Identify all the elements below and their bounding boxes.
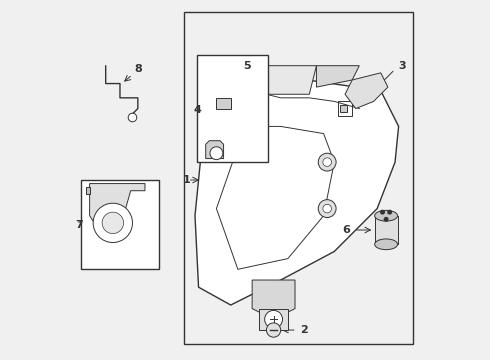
Polygon shape — [206, 141, 223, 158]
Polygon shape — [345, 73, 388, 109]
Bar — [197, 55, 268, 162]
Ellipse shape — [267, 323, 281, 337]
Polygon shape — [217, 126, 334, 269]
Polygon shape — [252, 280, 295, 319]
Polygon shape — [317, 66, 359, 87]
Circle shape — [384, 217, 388, 221]
Text: 2: 2 — [300, 325, 308, 335]
Bar — [81, 180, 159, 269]
Text: 3: 3 — [398, 61, 406, 71]
Circle shape — [318, 200, 336, 217]
Circle shape — [323, 204, 331, 213]
Polygon shape — [86, 187, 90, 194]
Circle shape — [93, 203, 132, 243]
Circle shape — [102, 212, 123, 234]
Bar — [338, 102, 352, 116]
Text: 7: 7 — [75, 220, 83, 230]
Bar — [375, 216, 397, 244]
Text: 6: 6 — [343, 225, 350, 235]
Text: 5: 5 — [243, 61, 251, 71]
Text: 1: 1 — [182, 175, 190, 185]
Circle shape — [323, 158, 331, 166]
Polygon shape — [217, 98, 231, 109]
Polygon shape — [252, 66, 317, 94]
Ellipse shape — [375, 210, 397, 221]
Circle shape — [128, 113, 137, 122]
Bar — [259, 309, 288, 330]
Polygon shape — [213, 66, 248, 87]
Bar — [340, 105, 347, 112]
Polygon shape — [195, 66, 398, 305]
Text: 4: 4 — [193, 105, 201, 115]
Circle shape — [381, 210, 384, 214]
Circle shape — [388, 210, 392, 214]
Text: 8: 8 — [134, 64, 142, 74]
Bar — [184, 12, 413, 344]
Circle shape — [210, 147, 223, 159]
Polygon shape — [90, 184, 145, 230]
Ellipse shape — [375, 239, 397, 249]
Circle shape — [318, 153, 336, 171]
Circle shape — [265, 310, 283, 328]
